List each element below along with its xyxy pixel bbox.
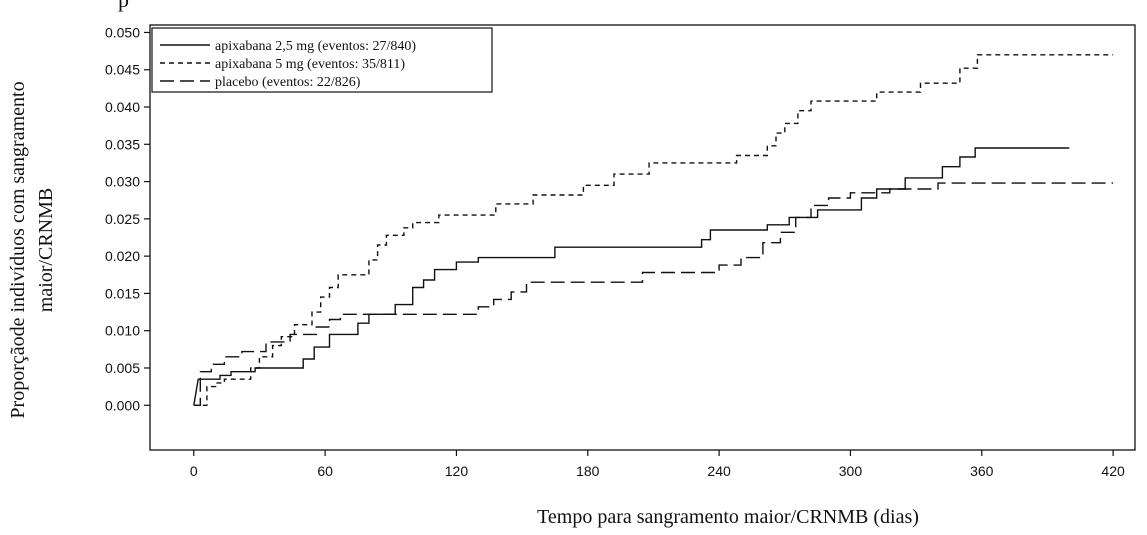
x-tick-label-5: 300 bbox=[839, 463, 863, 479]
y-tick-label-9: 0.045 bbox=[105, 62, 140, 78]
y-tick-label-10: 0.050 bbox=[105, 24, 140, 40]
x-tick-label-2: 120 bbox=[445, 463, 469, 479]
y-tick-label-0: 0.000 bbox=[105, 397, 140, 413]
y-tick-label-6: 0.030 bbox=[105, 174, 140, 190]
legend-label-1: apixabana 5 mg (eventos: 35/811) bbox=[215, 57, 405, 72]
y-axis-title-line-2: maior/CRNMB bbox=[35, 188, 57, 312]
x-tick-label-7: 420 bbox=[1101, 463, 1125, 479]
x-tick-label-3: 180 bbox=[576, 463, 600, 479]
legend-label-2: placebo (eventos: 22/826) bbox=[215, 75, 361, 90]
x-tick-label-0: 0 bbox=[190, 463, 198, 479]
x-tick-label-1: 60 bbox=[317, 463, 333, 479]
x-axis-title: Tempo para sangramento maior/CRNMB (dias… bbox=[537, 506, 919, 528]
series-line-2 bbox=[193, 182, 1114, 406]
series-line-0 bbox=[193, 147, 1070, 406]
x-tick-label-4: 240 bbox=[707, 463, 731, 479]
legend-label-0: apixabana 2,5 mg (eventos: 27/840) bbox=[215, 39, 416, 54]
y-tick-label-4: 0.020 bbox=[105, 248, 140, 264]
x-axis: 0 60 120 180 240 300 360 420 bbox=[190, 450, 1125, 479]
y-tick-label-7: 0.035 bbox=[105, 136, 140, 152]
x-tick-label-6: 360 bbox=[970, 463, 994, 479]
y-axis: 0.000 0.005 0.010 0.015 0.020 0.025 0.030 0.035… bbox=[105, 24, 150, 413]
y-tick-label-1: 0.005 bbox=[105, 360, 140, 376]
cropped-heading-fragment: p bbox=[118, 0, 129, 13]
series-line-1 bbox=[193, 54, 1114, 406]
y-tick-label-3: 0.015 bbox=[105, 285, 140, 301]
y-tick-label-8: 0.040 bbox=[105, 99, 140, 115]
plot-frame bbox=[149, 24, 1136, 451]
series-layer bbox=[193, 54, 1114, 406]
y-tick-label-2: 0.010 bbox=[105, 323, 140, 339]
y-tick-label-5: 0.025 bbox=[105, 211, 140, 227]
y-axis-title-line-1: Proporçãode indivíduos com sangramento bbox=[7, 81, 29, 418]
legend: apixabana 2,5 mg (eventos: 27/840) apixa… bbox=[151, 27, 493, 93]
